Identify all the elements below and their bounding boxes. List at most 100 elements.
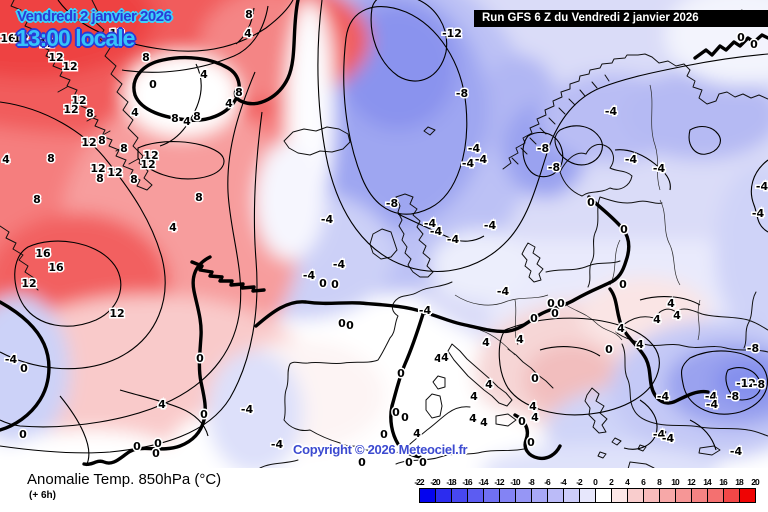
colorbar-cell: [627, 488, 644, 503]
contour-label: 4: [653, 313, 661, 326]
colorbar-cell: [707, 488, 724, 503]
contour-label: 12: [109, 27, 124, 40]
contour-label: -4: [484, 219, 497, 232]
colorbar-tick-labels: -22 -20 -18 -16 -14 -12 -10 -8 -6 -4 -2 0 2 4 6 8 10 12 14…: [411, 477, 767, 487]
contour-label: 4: [617, 322, 625, 335]
contour-label: 0: [149, 78, 157, 91]
contour-label: -4: [705, 390, 718, 403]
contour-label: 0: [319, 277, 327, 290]
contour-label: 8: [47, 152, 55, 165]
contour-label: -4: [419, 304, 432, 317]
colorbar-cell: [579, 488, 596, 503]
contour-label: 4: [469, 412, 477, 425]
contour-label: 0: [397, 367, 405, 380]
contour-label: -8: [386, 197, 398, 210]
contour-label: -4: [605, 105, 618, 118]
contour-label: 0: [380, 428, 388, 441]
contour-label: -4: [497, 285, 510, 298]
contour-label: -8: [456, 87, 468, 100]
contour-label: 4: [480, 416, 488, 429]
colorbar-tick: 14: [703, 477, 711, 487]
colorbar-tick: -18: [446, 477, 456, 487]
coastlines: [0, 0, 768, 468]
colorbar-tick: -22: [414, 477, 424, 487]
contour-label: 12: [62, 60, 77, 73]
colorbar-cell: [515, 488, 532, 503]
anomaly-shading-layer: [0, 0, 768, 468]
contour-label: 0: [20, 362, 28, 375]
map-area: 16 12 12 12 12 12 8 8 4 12 12 8 4 4 0 8 4 8 4 8 12 8 8 12 12 8 8 12…: [0, 0, 768, 468]
contour-label: 0: [358, 456, 366, 468]
contour-label: 16: [48, 261, 64, 274]
contour-label: 8: [130, 173, 138, 186]
contour-label: 4: [200, 68, 208, 81]
contour-label: 0: [605, 343, 613, 356]
contour-label: 12: [63, 103, 78, 116]
colorbar-tick: -14: [478, 477, 488, 487]
contour-label: 16: [0, 32, 16, 45]
colorbar-cell: [643, 488, 660, 503]
contour-label: -4: [321, 213, 334, 226]
contour-label: 0: [346, 319, 354, 332]
contour-label: -4: [662, 432, 675, 445]
contour-label: 4: [673, 309, 681, 322]
contour-label: 4: [516, 333, 524, 346]
contour-label: 0: [557, 297, 565, 310]
contour-label: 0: [551, 307, 559, 320]
contour-label: 0: [530, 312, 538, 325]
contour-label: 8: [33, 193, 41, 206]
contour-label: -12: [736, 377, 756, 390]
contour-label: 0: [133, 440, 141, 453]
contour-label: -8: [753, 378, 765, 391]
colorbar-tick: -8: [528, 477, 535, 487]
colorbar-tick: 10: [671, 477, 679, 487]
contour-label: -12: [442, 27, 462, 40]
contour-label: 0: [152, 447, 160, 460]
contour-label: 8: [98, 134, 106, 147]
contour-label: 4: [158, 398, 166, 411]
contour-label: -4: [462, 157, 475, 170]
contour-label: -8: [747, 342, 759, 355]
contour-label: 8: [195, 191, 203, 204]
colorbar-cell: [595, 488, 612, 503]
colorbar-tick: 12: [687, 477, 695, 487]
contour-label: 0: [518, 415, 526, 428]
contour-label: 0: [200, 408, 208, 421]
colorbar-tick: 4: [625, 477, 630, 487]
contour-label: -4: [303, 269, 316, 282]
colorbar-tick: -20: [430, 477, 440, 487]
colorbar-cell: [483, 488, 500, 503]
contour-label: -4: [468, 142, 481, 155]
contour-label: 4: [667, 297, 675, 310]
contour-label: -4: [241, 403, 254, 416]
contour-label: 4: [131, 106, 139, 119]
contour-label: 0: [401, 411, 409, 424]
contour-label: 0: [527, 436, 535, 449]
contour-label: 12: [48, 51, 63, 64]
contour-label: 12: [71, 94, 86, 107]
contour-label: 0: [405, 456, 413, 468]
contour-label: -4: [653, 428, 666, 441]
colorbar-tick: 20: [751, 477, 759, 487]
contour-label: 8: [171, 112, 179, 125]
contour-label: 8: [96, 172, 104, 185]
contour-label: 12: [109, 307, 124, 320]
contour-label: 0: [547, 297, 555, 310]
colorbar-cell: [499, 488, 516, 503]
contour-label: 4: [183, 115, 191, 128]
colorbar-cell: [531, 488, 548, 503]
contour-label: -4: [625, 153, 638, 166]
thin-contours: [0, 0, 768, 467]
colorbar-cell: [419, 488, 436, 503]
contour-label: 12: [39, 37, 54, 50]
contour-label: 8: [120, 142, 128, 155]
valid-date-text: Vendredi 2 janvier 2026: [17, 8, 172, 25]
contour-label: 0: [531, 372, 539, 385]
contour-label: -8: [727, 390, 739, 403]
contour-label: -4: [653, 162, 666, 175]
contour-label: 0: [750, 38, 758, 51]
colorbar-tick: -12: [494, 477, 504, 487]
colorbar-tick: 16: [719, 477, 727, 487]
legend-title: Anomalie Temp. 850hPa (°C): [27, 471, 222, 488]
